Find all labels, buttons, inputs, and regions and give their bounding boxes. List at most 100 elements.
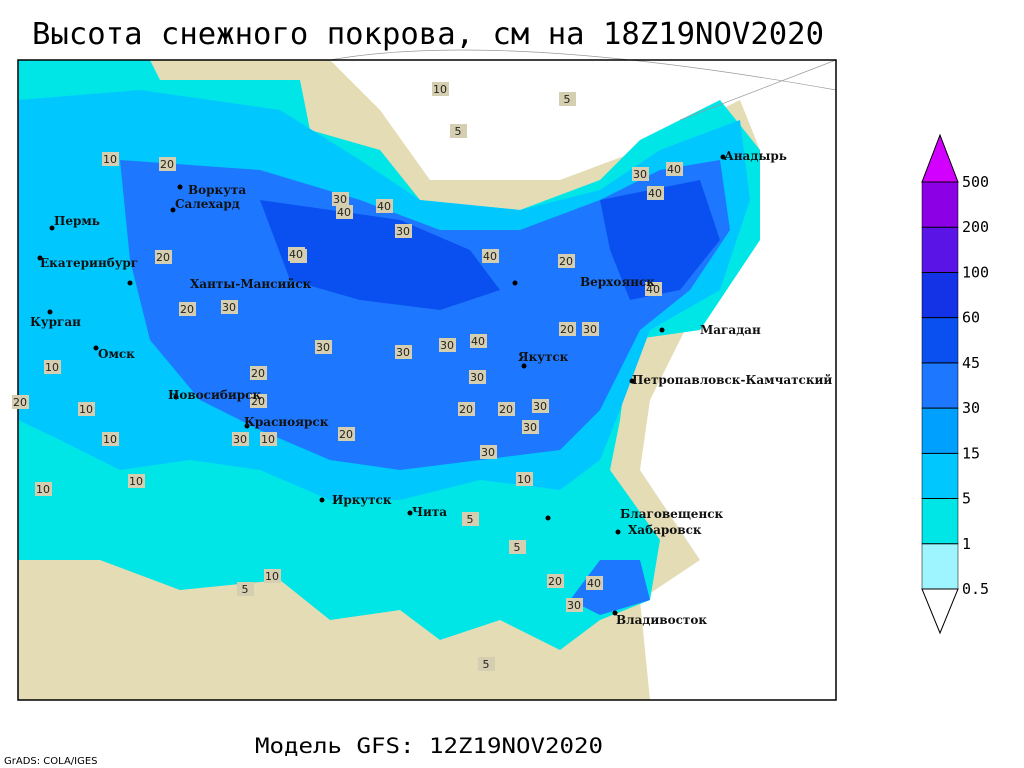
city-dot [407,510,413,516]
city-label: Хабаровск [628,523,702,537]
contour-label: 20 [548,575,562,588]
contour-label: 40 [648,187,662,200]
colorbar-bin [921,362,959,409]
city-dot [615,529,621,535]
city-dot [545,515,551,521]
colorbar-bin [921,181,959,228]
city-label: Анадырь [724,149,787,163]
city-dot [512,280,518,286]
contour-label: 5 [455,125,462,138]
city-dot [93,345,99,351]
colorbar-low [921,588,959,635]
contour-label: 5 [467,513,474,526]
colorbar-label: 0.5 [962,580,989,598]
contour-label: 30 [470,371,484,384]
city-label: Курган [30,315,81,329]
contour-label-bg [155,250,172,264]
colorbar-label: 500 [962,173,989,191]
contour-label-bg [179,302,196,316]
contour-label-bg [288,247,305,261]
colorbar-label: 30 [962,399,980,417]
city-label: Якутск [518,350,569,364]
contour-label: 10 [45,361,59,374]
contour-label-bg [232,432,249,446]
city-label: Екатеринбург [40,256,138,270]
contour-label-bg [315,340,332,354]
contour-label-bg [102,152,119,166]
contour-label-bg [376,199,393,213]
colorbar-high [921,133,959,183]
contour-label: 30 [222,301,236,314]
city-label: Воркута [188,183,246,197]
contour-label: 20 [13,396,27,409]
contour-label-bg [450,124,467,138]
colorbar-label: 5 [962,490,971,508]
contour-label-bg [509,540,526,554]
contour-label: 30 [233,433,247,446]
contour-label: 20 [180,303,194,316]
contour-label: 20 [156,251,170,264]
city-dot [244,423,250,429]
city-label: Пермь [54,214,100,228]
colorbar-bin [921,317,959,364]
contour-label-bg [566,598,583,612]
contour-label: 5 [242,583,249,596]
contour-label: 40 [289,248,303,261]
contour-label: 10 [433,83,447,96]
contour-label-bg [260,432,277,446]
contour-label: 20 [339,428,353,441]
city-dot [319,497,325,503]
contour-label-bg [159,157,176,171]
contour-label-bg [586,576,603,590]
contour-label-bg [559,322,576,336]
contour-label-bg [532,399,549,413]
contour-label: 20 [251,395,265,408]
contour-label-bg [102,432,119,446]
map-frame [17,59,837,701]
contour-label: 20 [160,158,174,171]
city-label: Красноярск [244,415,329,429]
contour-label: 30 [481,446,495,459]
city-label: Иркутск [332,493,392,507]
contour-label: 10 [261,433,275,446]
contour-label-bg [558,254,575,268]
colorbar-bin [921,543,959,590]
contour-label: 30 [523,421,537,434]
city-label: Салехард [175,197,240,211]
contour-label-bg [44,360,61,374]
contour-label-bg [264,569,281,583]
contour-label-bg [395,345,412,359]
contour-label-bg [482,249,499,263]
city-dot [173,394,179,400]
city-dot [49,225,55,231]
contour-label-bg [458,402,475,416]
snow-primorye [570,560,650,615]
contour-label: 40 [667,163,681,176]
contour-label: 10 [265,570,279,583]
city-dot [47,309,53,315]
city-dot [170,207,176,213]
contour-label: 20 [560,323,574,336]
city-dot [629,378,635,384]
contour-label-bg [470,334,487,348]
map [17,49,837,701]
contour-label: 30 [440,339,454,352]
city-label: Новосибирск [168,388,261,402]
contour-label: 30 [567,599,581,612]
city-label: Благовещенск [620,507,724,521]
colorbar-label: 45 [962,354,980,372]
city-label: Чита [412,505,447,519]
city-dot [127,280,133,286]
city-label: Магадан [700,323,761,337]
contour-label: 20 [251,367,265,380]
contour-label: 30 [533,400,547,413]
contour-label: 40 [587,577,601,590]
contour-label: 20 [559,255,573,268]
contour-label-bg [432,82,449,96]
contour-label: 40 [377,200,391,213]
contour-label-bg [462,512,479,526]
contour-label: 40 [483,250,497,263]
contour-label-bg [498,402,515,416]
snow-45-60 [260,180,720,310]
